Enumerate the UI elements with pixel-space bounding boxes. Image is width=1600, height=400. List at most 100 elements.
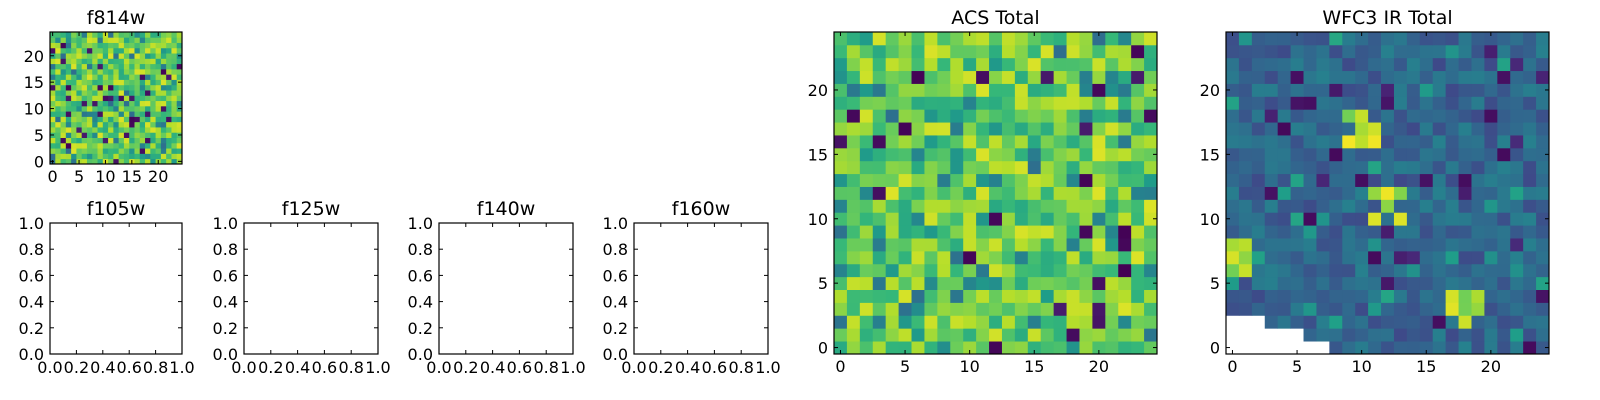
heatmap-cell: [1342, 276, 1356, 290]
heatmap-cell: [1484, 96, 1498, 110]
heatmap-cell: [1001, 302, 1016, 316]
heatmap-cell: [1510, 160, 1524, 175]
heatmap-cell: [123, 74, 130, 80]
heatmap-cell: [1355, 160, 1369, 175]
heatmap-cell: [1277, 199, 1291, 213]
heatmap-cell: [160, 111, 167, 117]
heatmap-cell: [65, 90, 72, 96]
heatmap-cell: [1277, 135, 1291, 149]
heatmap-cell: [166, 121, 172, 128]
panel-f105w: 0.0 0.2 0.4 0.6 0.8 1.00.00.20.40.60.81.0f105…: [19, 198, 195, 377]
heatmap-cell: [1040, 135, 1055, 149]
heatmap-cell: [1066, 225, 1080, 239]
heatmap-cell: [1523, 225, 1537, 239]
y-tick-label: 0: [34, 152, 44, 171]
heatmap-cell: [1368, 173, 1382, 187]
heatmap-cell: [859, 83, 874, 97]
heatmap-cell: [97, 79, 104, 86]
heatmap-cell: [139, 105, 146, 112]
heatmap-cell: [113, 132, 120, 138]
heatmap-cell: [1316, 147, 1330, 162]
heatmap-cell: [1014, 250, 1029, 265]
heatmap-cell: [1497, 122, 1511, 136]
heatmap-cell: [1105, 238, 1119, 252]
heatmap-cell: [1290, 173, 1304, 187]
heatmap-cell: [118, 132, 125, 138]
heatmap-cell: [1226, 250, 1240, 265]
heatmap-cell: [1053, 32, 1067, 46]
heatmap-cell: [1329, 199, 1343, 213]
heatmap-cell: [846, 238, 861, 252]
heatmap-cell: [139, 116, 146, 123]
heatmap-cell: [134, 148, 141, 154]
heatmap-cell: [1014, 238, 1029, 252]
heatmap-cell: [1144, 225, 1158, 239]
heatmap-cell: [963, 289, 977, 303]
heatmap-cell: [924, 186, 938, 200]
heatmap-cell: [102, 111, 109, 117]
heatmap-cell: [1458, 186, 1472, 200]
heatmap-cell: [859, 341, 874, 355]
heatmap-cell: [1264, 44, 1279, 59]
heatmap-cell: [65, 153, 72, 160]
heatmap-cell: [1393, 32, 1408, 46]
heatmap-cell: [1264, 238, 1279, 252]
heatmap-cell: [1303, 160, 1317, 175]
heatmap-cell: [976, 57, 990, 72]
heatmap-cell: [950, 225, 964, 239]
heatmap-cell: [872, 122, 887, 136]
heatmap-cell: [81, 53, 88, 59]
heatmap-cell: [145, 37, 151, 43]
heatmap-cell: [145, 47, 151, 54]
heatmap-cell: [55, 79, 61, 86]
heatmap-cell: [1105, 70, 1119, 84]
heatmap-cell: [989, 225, 1003, 239]
heatmap-cell: [113, 95, 120, 102]
heatmap-cell: [1251, 109, 1266, 123]
heatmap-cell: [1523, 173, 1537, 187]
heatmap-cell: [134, 132, 141, 138]
heatmap-cell: [1014, 135, 1029, 149]
heatmap-cell: [1238, 173, 1253, 187]
heatmap-cell: [1238, 289, 1253, 303]
heatmap-cell: [1014, 109, 1029, 123]
heatmap-cell: [129, 132, 135, 138]
heatmap-cell: [963, 109, 977, 123]
heatmap-cell: [1027, 122, 1042, 136]
heatmap-cell: [123, 84, 130, 91]
heatmap-cell: [898, 44, 912, 59]
heatmap-cell: [1471, 70, 1485, 84]
heatmap-cell: [1105, 341, 1119, 355]
heatmap-cell: [118, 100, 125, 107]
heatmap-cell: [1497, 238, 1511, 252]
heatmap-cell: [937, 263, 951, 278]
heatmap-cell: [1329, 122, 1343, 136]
heatmap-cell: [1264, 70, 1279, 84]
heatmap-cell: [134, 95, 141, 102]
heatmap-cell: [859, 44, 874, 59]
heatmap-cell: [1131, 96, 1145, 110]
heatmap-cell: [71, 68, 77, 75]
heatmap-cell: [160, 148, 167, 154]
heatmap-cell: [71, 116, 77, 123]
heatmap-cell: [1238, 186, 1253, 200]
heatmap-cell: [1419, 122, 1434, 136]
heatmap-cell: [963, 135, 977, 149]
heatmap-cell: [898, 122, 912, 136]
heatmap-cell: [1264, 109, 1279, 123]
heatmap-cell: [1303, 96, 1317, 110]
heatmap-cell: [1053, 147, 1067, 162]
heatmap-cell: [950, 238, 964, 252]
heatmap-cell: [1264, 186, 1279, 200]
heatmap-cell: [1079, 225, 1093, 239]
heatmap-cell: [1510, 32, 1524, 46]
heatmap-cell: [1131, 109, 1145, 123]
heatmap-cell: [950, 109, 964, 123]
heatmap-cell: [1523, 160, 1537, 175]
heatmap-cell: [160, 90, 167, 96]
heatmap-cell: [898, 315, 912, 329]
heatmap-cell: [171, 105, 178, 112]
heatmap-cell: [55, 127, 61, 133]
heatmap-cells: [1226, 32, 1550, 355]
heatmap-cell: [1001, 147, 1016, 162]
